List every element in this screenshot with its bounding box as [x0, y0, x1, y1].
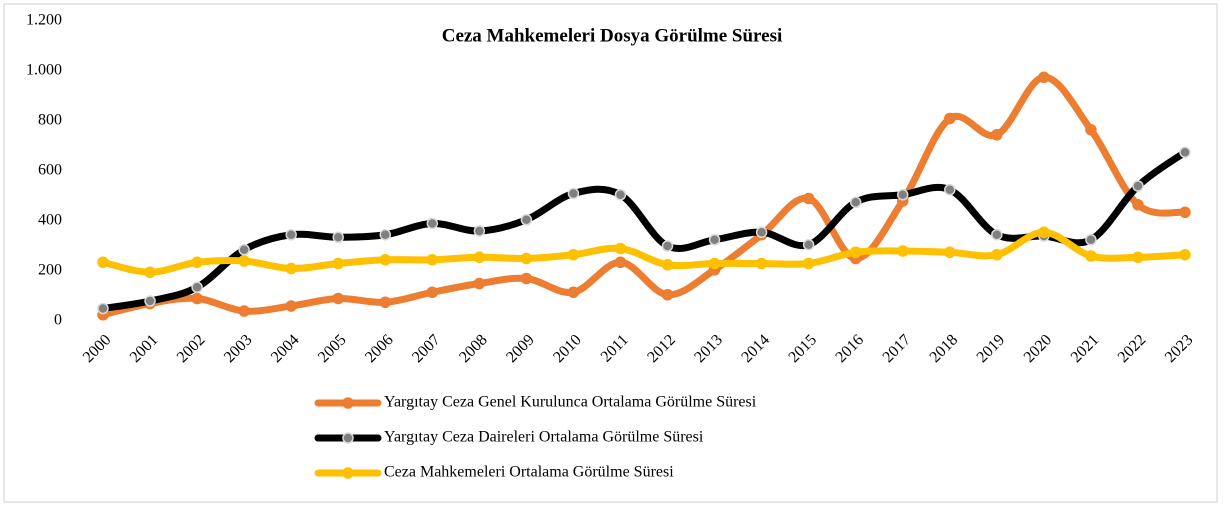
y-tick-label: 800 — [38, 112, 62, 129]
point-marker — [944, 246, 956, 258]
point-marker — [991, 249, 1003, 261]
point-marker — [755, 226, 768, 238]
point-marker — [802, 257, 815, 270]
point-marker — [802, 192, 815, 205]
y-tick-label: 0 — [54, 312, 62, 329]
point-marker — [708, 257, 721, 270]
legend-label: Yargıtay Ceza Genel Kurulunca Ortalama G… — [384, 394, 757, 411]
point-marker — [285, 300, 297, 312]
point-marker — [896, 245, 909, 257]
point-marker — [1085, 234, 1097, 246]
point-marker — [379, 296, 392, 308]
point-marker — [191, 281, 203, 293]
point-marker — [379, 254, 392, 266]
y-tick-label: 200 — [38, 262, 62, 279]
y-tick-label: 400 — [38, 212, 62, 229]
point-marker — [1179, 249, 1191, 261]
point-marker — [520, 252, 533, 265]
point-marker — [614, 189, 627, 201]
point-marker — [1085, 250, 1097, 262]
point-marker — [191, 292, 203, 305]
chart-title: Ceza Mahkemeleri Dosya Görülme Süresi — [442, 25, 783, 46]
point-marker — [332, 257, 344, 270]
y-tick-label: 600 — [38, 162, 62, 179]
point-marker — [614, 242, 627, 255]
point-marker — [473, 277, 486, 290]
point-marker — [520, 214, 533, 226]
point-marker — [1038, 71, 1050, 83]
point-marker — [802, 239, 815, 251]
point-marker — [238, 255, 250, 267]
point-marker — [849, 246, 862, 258]
y-tick-label: 1.000 — [26, 62, 62, 79]
point-marker — [238, 305, 250, 317]
point-marker — [1132, 180, 1144, 192]
point-marker — [1132, 199, 1144, 211]
legend-marker — [342, 432, 354, 444]
point-marker — [755, 257, 768, 270]
point-marker — [97, 256, 109, 268]
point-marker — [896, 189, 909, 201]
y-tick-label: 1.200 — [26, 12, 62, 29]
point-marker — [332, 292, 344, 305]
point-marker — [473, 251, 486, 263]
legend-marker — [342, 467, 354, 479]
point-marker — [238, 244, 250, 256]
point-marker — [661, 259, 674, 271]
point-marker — [991, 129, 1003, 141]
point-marker — [1085, 124, 1097, 136]
point-marker — [567, 249, 580, 261]
point-marker — [1179, 146, 1191, 158]
point-marker — [426, 217, 439, 230]
point-marker — [567, 286, 580, 298]
point-marker — [849, 196, 862, 208]
point-marker — [426, 286, 439, 298]
point-marker — [708, 234, 721, 246]
legend-label: Yargıtay Ceza Daireleri Ortalama Görülme… — [384, 429, 704, 446]
point-marker — [144, 266, 156, 278]
point-marker — [1038, 226, 1050, 238]
point-marker — [473, 225, 486, 237]
point-marker — [379, 229, 392, 241]
point-marker — [1179, 206, 1191, 218]
point-marker — [614, 256, 627, 268]
point-marker — [285, 262, 297, 275]
point-marker — [191, 256, 203, 268]
point-marker — [426, 254, 439, 266]
point-marker — [144, 295, 156, 307]
point-marker — [1132, 251, 1144, 263]
legend-label: Ceza Mahkemeleri Ortalama Görülme Süresi — [384, 464, 674, 481]
point-marker — [661, 240, 674, 252]
point-marker — [520, 272, 533, 285]
legend-marker — [342, 397, 354, 409]
point-marker — [285, 229, 297, 241]
point-marker — [991, 229, 1003, 241]
point-marker — [97, 302, 109, 315]
point-marker — [567, 187, 580, 200]
chart-border — [3, 3, 1218, 503]
point-marker — [944, 112, 956, 125]
point-marker — [661, 289, 674, 301]
point-marker — [944, 184, 956, 196]
point-marker — [332, 231, 344, 243]
